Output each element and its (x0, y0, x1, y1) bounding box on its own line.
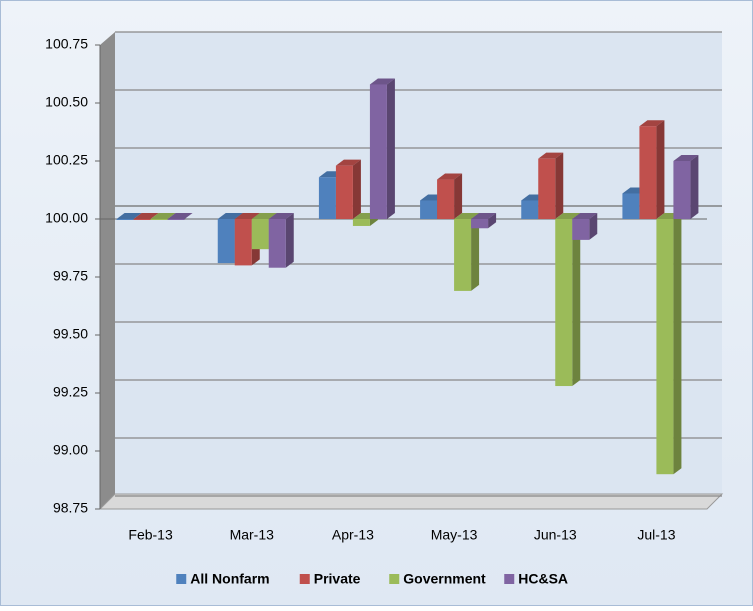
x-tick-label: Mar-13 (230, 527, 275, 543)
x-tick-label: Feb-13 (128, 527, 173, 543)
y-tick-label: 99.50 (53, 326, 88, 342)
bar-side (555, 152, 564, 219)
legend-swatch (389, 574, 400, 584)
x-tick-label: Apr-13 (332, 527, 374, 543)
y-tick-label: 99.25 (53, 384, 88, 400)
bar-top (555, 213, 581, 219)
bar-top (639, 120, 665, 127)
legend-label: HC&SA (518, 571, 568, 587)
legend-swatch (504, 574, 515, 584)
bar-top (217, 213, 243, 219)
y-tick-label: 100.75 (45, 36, 88, 52)
bar-top (572, 213, 598, 219)
bar (521, 200, 539, 219)
bar (217, 219, 235, 264)
floor (98, 493, 724, 510)
bar (639, 126, 657, 219)
bar-side (488, 213, 497, 229)
bar (656, 219, 674, 475)
bar-top (437, 173, 463, 180)
bar-side (386, 78, 395, 219)
x-tick-label: Jul-13 (637, 527, 675, 543)
bar-side (673, 213, 682, 475)
bar (538, 158, 556, 219)
bar (622, 193, 640, 219)
bar (437, 179, 455, 219)
bar-side (690, 155, 699, 219)
x-tick-label: Jun-13 (534, 527, 577, 543)
legend-label: Private (314, 571, 361, 587)
y-tick-label: 99.75 (53, 268, 88, 284)
bar (673, 161, 691, 219)
bar-top (234, 213, 260, 219)
y-tick-label: 100.25 (45, 152, 88, 168)
bar (420, 200, 438, 219)
side-wall (100, 32, 115, 509)
bar (318, 177, 336, 219)
bar-top (150, 213, 176, 219)
bar-side (285, 213, 294, 268)
legend-swatch (176, 574, 187, 584)
bar (471, 219, 489, 229)
bar (454, 219, 472, 291)
bar (352, 219, 370, 226)
bar-side (572, 213, 581, 387)
x-tick-label: May-13 (431, 527, 478, 543)
bar-side (589, 213, 598, 240)
bar-top (673, 155, 699, 161)
bar (572, 219, 590, 240)
bar-top (116, 213, 142, 219)
bar-top (369, 78, 395, 85)
legend: All Nonfarm Private Government HC&SA (176, 571, 568, 587)
y-tick-label: 99.00 (53, 442, 88, 458)
back-wall (115, 32, 722, 494)
bar-top (251, 213, 277, 219)
legend-swatch (299, 574, 310, 584)
y-tick-label: 100.00 (45, 210, 88, 226)
bar-top (471, 213, 497, 219)
bar (150, 219, 168, 220)
bar (555, 219, 573, 387)
bar (234, 219, 252, 266)
bar-top (167, 213, 193, 219)
plot-area: 98.75 99.00 99.25 99.50 99.75 100.00 100.25 100… (45, 31, 722, 543)
bar (251, 219, 269, 250)
legend-label: Government (403, 571, 486, 587)
bar (167, 219, 185, 220)
y-tick-label: 98.75 (53, 500, 88, 516)
bar (133, 219, 151, 220)
bar-side (352, 159, 361, 219)
bar (116, 219, 134, 220)
bar-side (454, 173, 463, 219)
bar-top (268, 213, 294, 219)
bar (335, 165, 353, 219)
y-tick-label: 100.50 (45, 94, 88, 110)
bar (369, 84, 387, 219)
bar-top (454, 213, 480, 219)
bar-top (133, 213, 159, 219)
bar-side (471, 213, 480, 291)
bar-top (538, 152, 564, 159)
bar-top (335, 159, 361, 166)
bar (268, 219, 286, 268)
legend-label: All Nonfarm (190, 571, 269, 587)
bar-side (656, 120, 665, 219)
